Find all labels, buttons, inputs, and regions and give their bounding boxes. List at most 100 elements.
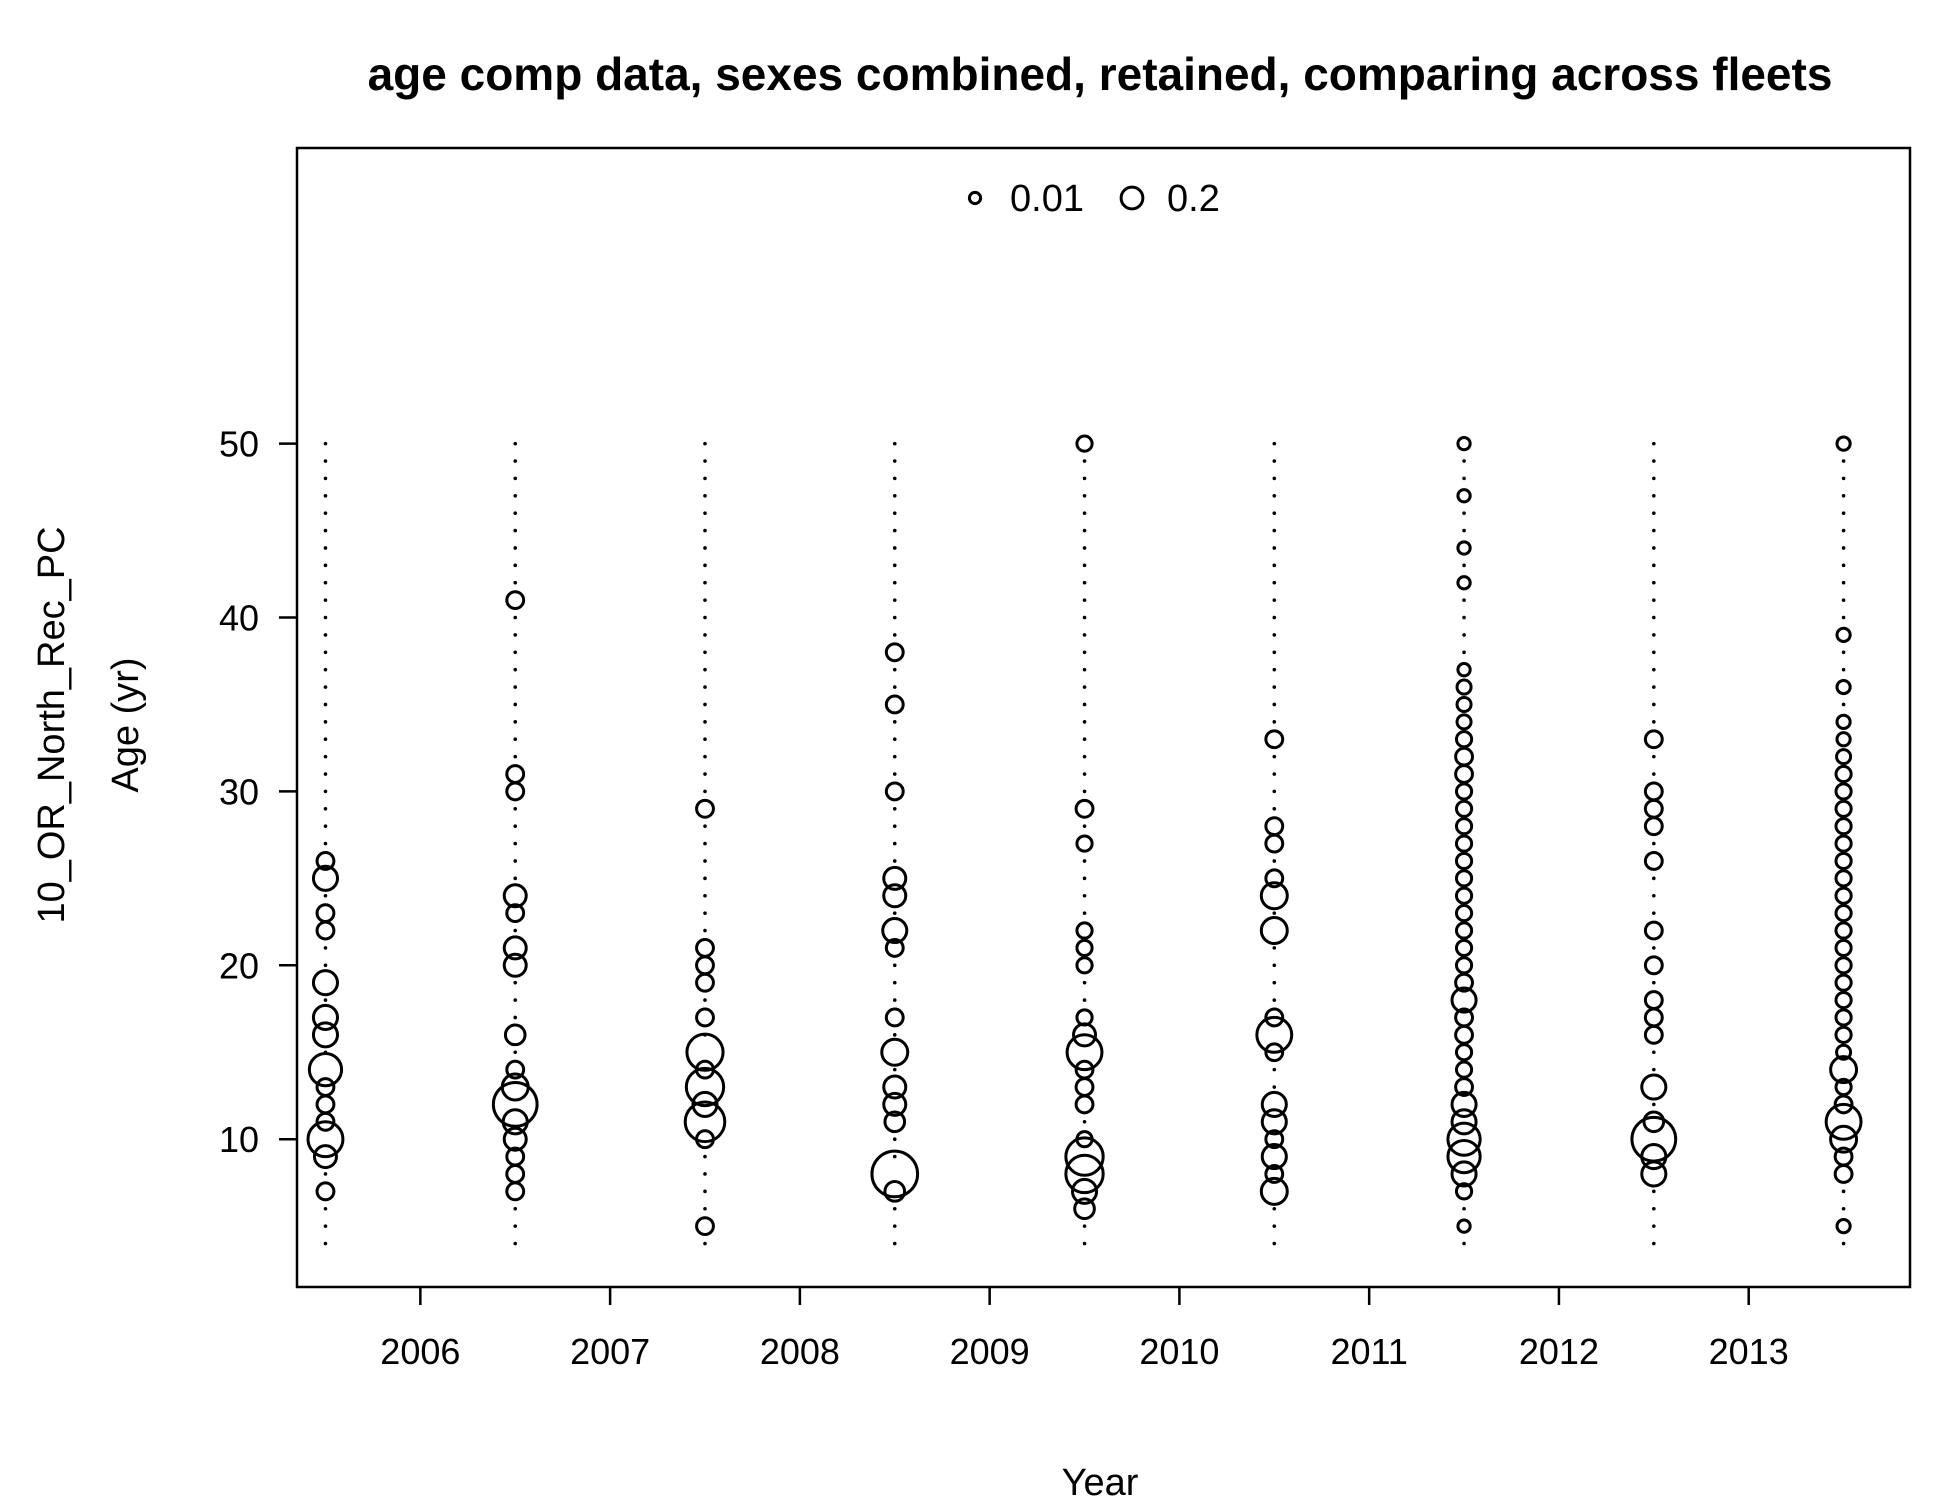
zero-obs-point [703, 876, 707, 881]
zero-obs-point [1462, 1241, 1466, 1246]
zero-obs-point [703, 1172, 707, 1176]
zero-obs-point [1652, 1241, 1656, 1246]
age-comp-bubble [1640, 1073, 1668, 1101]
zero-obs-point [1841, 493, 1846, 498]
legend: 0.01 0.2 [967, 178, 1220, 220]
zero-obs-point [323, 459, 328, 463]
zero-obs-point [1272, 1206, 1277, 1211]
legend-symbol-small [967, 190, 983, 206]
zero-obs-point [513, 650, 518, 655]
zero-obs-point [1082, 667, 1087, 672]
zero-obs-point [1841, 598, 1846, 602]
age-comp-bubble [1075, 956, 1094, 975]
zero-obs-point [892, 441, 897, 446]
age-comp-bubble [1260, 1108, 1288, 1136]
age-comp-bubble [502, 883, 528, 909]
age-comp-bubble [1834, 956, 1853, 975]
age-comp-bubble [1834, 817, 1853, 836]
zero-obs-point [1462, 633, 1466, 637]
age-comp-bubble [883, 1110, 907, 1134]
zero-obs-point [1082, 754, 1087, 759]
age-comp-bubble [1642, 1110, 1666, 1134]
zero-obs-point [892, 772, 897, 776]
age-comp-bubble [1835, 1043, 1853, 1061]
zero-obs-point [323, 685, 328, 689]
zero-obs-point [1272, 1224, 1277, 1228]
zero-obs-point [513, 841, 518, 846]
zero-obs-point [513, 1050, 518, 1055]
zero-obs-point [1272, 459, 1277, 463]
zero-obs-point [513, 667, 518, 672]
age-comp-bubble [1454, 834, 1474, 853]
zero-obs-point [323, 806, 328, 811]
age-comp-bubble [685, 1032, 725, 1072]
age-comp-bubble [505, 1059, 526, 1080]
age-comp-bubble [1264, 1164, 1285, 1184]
age-comp-bubble [1643, 729, 1664, 750]
age-comp-bubble [695, 1216, 715, 1237]
age-comp-bubble [505, 781, 526, 802]
zero-obs-point [513, 441, 518, 446]
y-axis-label-fleet: 10_OR_North_Rec_PC [31, 526, 73, 923]
age-comp-bubble [1834, 834, 1853, 853]
zero-obs-point [1652, 667, 1656, 672]
age-comp-bubble [1070, 1177, 1099, 1205]
zero-obs-point [1841, 702, 1846, 707]
zero-obs-point [892, 459, 897, 463]
age-comp-bubble [1064, 1136, 1105, 1177]
age-comp-bubble [1834, 921, 1853, 940]
zero-obs-point [513, 859, 518, 863]
age-comp-bubble [1264, 1042, 1285, 1063]
zero-obs-point [1652, 893, 1656, 898]
zero-obs-point [703, 633, 707, 637]
zero-obs-point [513, 876, 518, 881]
zero-obs-point [1272, 772, 1277, 776]
zero-obs-point [1272, 859, 1277, 863]
age-comp-bubble [880, 1037, 910, 1067]
zero-obs-point [1841, 459, 1846, 463]
zero-obs-point [1272, 650, 1277, 655]
zero-obs-point [513, 1206, 518, 1211]
zero-obs-point [1272, 702, 1277, 707]
zero-obs-point [892, 1154, 897, 1159]
age-comp-bubble [882, 1091, 908, 1117]
zero-obs-point [513, 1224, 518, 1228]
zero-obs-point [703, 528, 707, 533]
age-comp-bubble [1259, 916, 1289, 945]
zero-obs-point [703, 737, 707, 742]
zero-obs-point [1652, 841, 1656, 846]
zero-obs-point [1841, 1241, 1846, 1246]
zero-obs-point [513, 459, 518, 463]
age-comp-bubble [1834, 782, 1853, 801]
age-comp-bubble [1450, 986, 1478, 1014]
zero-obs-point [1652, 511, 1656, 515]
zero-obs-point [513, 511, 518, 515]
age-comp-bubble [1643, 920, 1664, 941]
zero-obs-point [323, 650, 328, 655]
age-comp-bubble [1075, 938, 1094, 957]
zero-obs-point [1652, 650, 1656, 655]
zero-obs-point [1652, 1224, 1656, 1228]
age-comp-bubble [1454, 1182, 1474, 1201]
zero-obs-point [703, 598, 707, 602]
legend-label-large: 0.2 [1167, 178, 1220, 220]
age-comp-bubble [1630, 1115, 1678, 1163]
age-comp-bubble [1260, 1090, 1288, 1118]
age-comp-bubble [1640, 1143, 1668, 1171]
zero-obs-point [892, 546, 897, 550]
age-comp-bubble [1454, 1024, 1474, 1045]
zero-obs-point [1652, 580, 1656, 585]
zero-obs-point [1082, 598, 1087, 602]
zero-obs-point [892, 511, 897, 515]
age-comp-bubble [1454, 730, 1474, 749]
zero-obs-point [703, 754, 707, 759]
age-comp-bubble [1264, 1129, 1285, 1150]
zero-obs-point [1082, 563, 1087, 568]
zero-obs-point [513, 737, 518, 742]
age-comp-bubble [1454, 1060, 1474, 1079]
zero-obs-point [1082, 1241, 1087, 1246]
age-comp-bubble [683, 1100, 727, 1144]
y-tick-label: 20 [219, 945, 259, 986]
zero-obs-point [1652, 563, 1656, 568]
age-comp-bubble [501, 1108, 529, 1136]
